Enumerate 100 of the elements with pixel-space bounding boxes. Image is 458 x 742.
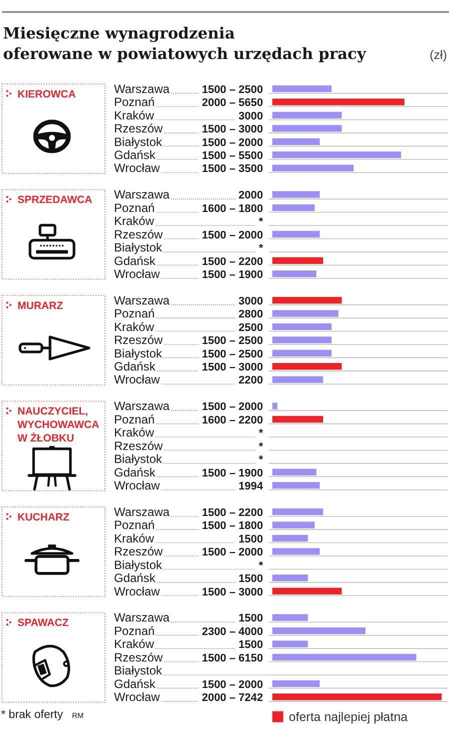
y2-tick-label: 1500 – 1900: [202, 268, 263, 281]
y2-tick-label: 1500: [238, 573, 263, 586]
bar: [272, 257, 324, 264]
y2-tick-label: 1500 – 3000: [202, 586, 263, 598]
bar: [272, 363, 342, 370]
y2-tick-label: *: [258, 428, 264, 440]
y2-tick-label: *: [258, 440, 264, 453]
y2-tick-label: 1500 – 2500: [202, 335, 263, 348]
text: SPAWACZ: [18, 617, 70, 630]
bar: [272, 680, 320, 687]
bar: [272, 204, 315, 212]
y-tick-label: Warszawa: [114, 504, 170, 519]
y2-tick-label: 1500 – 2000: [202, 678, 263, 691]
bar: [272, 522, 315, 528]
y2-tick-label: 1500 – 2000: [202, 401, 263, 414]
bar: [272, 112, 342, 119]
y2-tick-label: *: [258, 560, 264, 572]
bar: [272, 138, 320, 145]
bar: [272, 152, 402, 158]
bar: [272, 350, 332, 356]
bar: [272, 694, 442, 700]
y2-tick-label: 1500 – 6150: [202, 652, 263, 664]
y-tick-label: Gdańsk: [114, 571, 156, 586]
y-tick-label: Wrocław: [114, 372, 160, 387]
bar: [272, 627, 366, 634]
bar: [272, 164, 354, 172]
y-tick-label: Gdańsk: [114, 465, 156, 480]
y-tick-label: Wrocław: [114, 584, 160, 598]
y2-tick-label: 1500 – 1800: [202, 520, 263, 532]
y-tick-label: Białystok: [114, 452, 164, 466]
y-tick-label: Warszawa: [114, 399, 170, 414]
bar: [272, 482, 320, 489]
y-tick-label: Warszawa: [114, 82, 170, 96]
y-tick-label: Wrocław: [114, 478, 160, 492]
text: KUCHARZ: [18, 511, 70, 524]
y2-tick-label: 1500 – 2200: [202, 506, 263, 519]
y2-tick-label: 1500: [238, 639, 263, 652]
y-tick-label: Wrocław: [114, 690, 160, 704]
bar: [272, 336, 332, 344]
y-tick-label: Warszawa: [114, 293, 170, 308]
y2-tick-label: 2000 – 5650: [202, 97, 263, 110]
text: KIEROWCA: [18, 88, 76, 100]
bar: [272, 640, 308, 648]
y-tick-label: Poznań: [114, 624, 155, 638]
y-tick-label: Rzeszów: [114, 122, 164, 136]
y-tick-label: Poznań: [114, 306, 155, 321]
y-tick-label: Rzeszów: [114, 227, 164, 242]
y-tick-label: Kraków: [114, 214, 154, 228]
y2-tick-label: 2000: [238, 190, 263, 202]
bar: [272, 588, 342, 594]
bar: [272, 310, 338, 317]
y-tick-label: Białystok: [114, 558, 164, 572]
y2-tick-label: 3000: [238, 110, 263, 122]
bar: [272, 98, 404, 106]
y-tick-label: Poznań: [114, 412, 155, 426]
bar: [272, 125, 342, 132]
text: SPRZEDAWCA: [18, 194, 93, 206]
text: NAUCZYCIEL, WYCHOWAWCA W ŻŁOBKU: [18, 406, 100, 445]
y2-tick-label: 2500: [238, 322, 263, 334]
y-tick-label: Rzeszów: [114, 650, 164, 664]
y-tick-label: Rzeszów: [114, 438, 164, 453]
y-tick-label: Gdańsk: [114, 360, 156, 374]
bar: [272, 230, 320, 238]
y-tick-label: Białystok: [114, 346, 164, 360]
y-tick-label: Kraków: [114, 531, 154, 546]
y2-tick-label: *: [258, 454, 264, 466]
y2-tick-label: *: [258, 242, 264, 255]
y2-tick-label: 1500 – 5500: [202, 150, 263, 162]
y-tick-label: Gdańsk: [114, 676, 156, 691]
y2-tick-label: 1500 – 2500: [202, 348, 263, 360]
bar: [272, 270, 316, 278]
y2-tick-label: 1994: [238, 480, 264, 492]
y2-tick-label: 3000: [238, 295, 263, 308]
bar: [272, 654, 416, 661]
y2-tick-label: 2300 – 4000: [202, 626, 263, 638]
y-tick-label: Gdańsk: [114, 254, 156, 268]
y2-tick-label: 1500: [238, 533, 263, 546]
y2-tick-label: 1500 – 3500: [202, 163, 263, 176]
y-tick-label: Białystok: [114, 134, 164, 149]
text: * brak oferty: [1, 709, 64, 722]
y-tick-label: Białystok: [114, 664, 164, 678]
bar: [272, 534, 308, 542]
y-tick-label: Białystok: [114, 240, 164, 255]
legend-label: oferta najlepiej płatna: [288, 710, 408, 724]
y2-tick-label: 1500 – 3000: [202, 124, 263, 136]
y2-tick-label: 2000 – 7242: [202, 692, 263, 704]
y-tick-label: Kraków: [114, 108, 154, 122]
chart-subtitle: (zł): [430, 48, 447, 62]
y-tick-label: Kraków: [114, 320, 154, 334]
bar: [272, 191, 320, 198]
y2-tick-label: 1500: [238, 612, 263, 625]
bar: [272, 416, 324, 423]
bar: [272, 402, 278, 410]
y-tick-label: Kraków: [114, 426, 154, 440]
y2-tick-label: 1500 – 1900: [202, 467, 263, 480]
y2-tick-label: 1500 – 2000: [202, 136, 263, 149]
y-tick-label: Wrocław: [114, 161, 160, 176]
bar: [272, 85, 332, 92]
y2-tick-label: 1600 – 1800: [202, 202, 263, 215]
y-tick-label: Kraków: [114, 637, 154, 652]
